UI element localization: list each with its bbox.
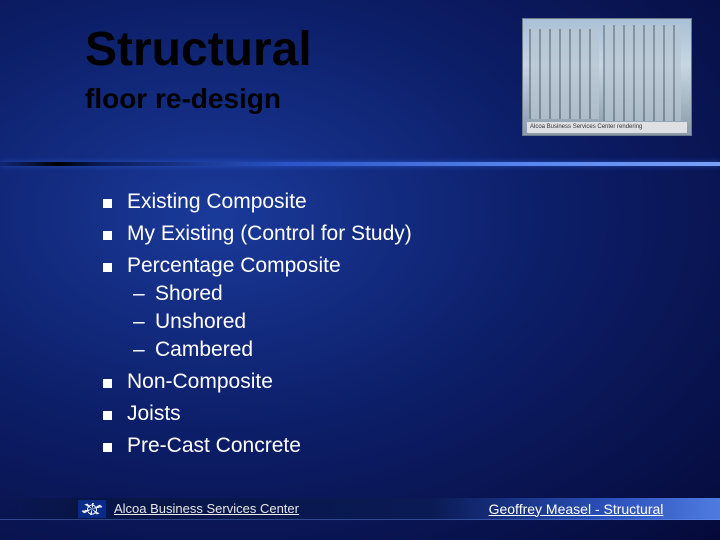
list-item: Percentage Composite Shored Unshored Cam… [95, 254, 680, 362]
list-item-label: Pre-Cast Concrete [127, 434, 301, 457]
list-item-label: Existing Composite [127, 190, 307, 213]
list-item-label: My Existing (Control for Study) [127, 222, 412, 245]
slide-title: Structural [85, 22, 312, 77]
sub-item: Shored [127, 282, 680, 306]
list-item: Non-Composite [95, 370, 680, 394]
footer-right-text: Geoffrey Measel - Structural [489, 501, 664, 517]
alcoa-logo-icon [78, 500, 106, 518]
sub-list: Shored Unshored Cambered [127, 282, 680, 362]
list-item: Joists [95, 402, 680, 426]
body-content: Existing Composite My Existing (Control … [95, 190, 680, 466]
bullet-list: Existing Composite My Existing (Control … [95, 190, 680, 458]
sub-item-label: Unshored [155, 310, 246, 333]
list-item: Pre-Cast Concrete [95, 434, 680, 458]
list-item-label: Joists [127, 402, 181, 425]
list-item: Existing Composite [95, 190, 680, 214]
list-item-label: Percentage Composite [127, 254, 341, 277]
sub-item: Unshored [127, 310, 680, 334]
thumbnail-caption: Alcoa Business Services Center rendering [527, 122, 687, 133]
sub-item-label: Shored [155, 282, 223, 305]
list-item: My Existing (Control for Study) [95, 222, 680, 246]
header-divider [0, 162, 720, 166]
footer: Alcoa Business Services Center Geoffrey … [0, 498, 720, 520]
list-item-label: Non-Composite [127, 370, 273, 393]
sub-item: Cambered [127, 338, 680, 362]
corner-thumbnail: Alcoa Business Services Center rendering [522, 18, 692, 136]
sub-item-label: Cambered [155, 338, 253, 361]
footer-left-text: Alcoa Business Services Center [114, 501, 299, 516]
slide-subtitle: floor re-design [85, 83, 312, 115]
